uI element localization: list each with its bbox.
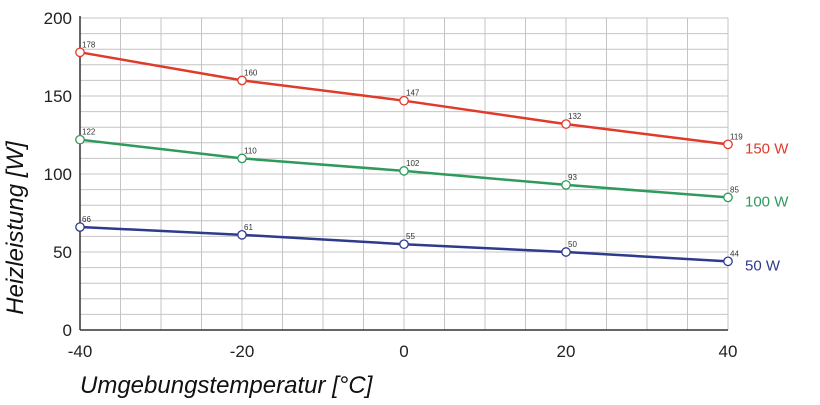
data-point (75, 47, 85, 58)
data-point (75, 134, 85, 145)
data-point (399, 239, 409, 250)
series: 66 61 55 50 44 50 W (75, 215, 781, 274)
tick-labels: -40 -20 0 20 40 0 50 100 150 200 (44, 9, 738, 361)
data-point (237, 229, 247, 240)
x-axis-title: Umgebungstemperatur [°C] (80, 372, 374, 399)
data-point (399, 166, 409, 176)
series: 122 110 102 93 85 100 W (75, 128, 789, 210)
y-tick-label: 50 (53, 243, 72, 262)
x-tick-label: -20 (230, 342, 255, 361)
series-label: 50 W (745, 257, 781, 274)
data-label: 44 (730, 249, 739, 258)
x-tick-label: -40 (68, 342, 93, 361)
data-point (237, 75, 247, 86)
y-tick-label: 200 (44, 9, 72, 28)
data-label: 147 (406, 89, 420, 98)
data-label: 66 (82, 215, 91, 224)
y-axis-title: Heizleistung [W] (2, 140, 29, 315)
data-point (723, 192, 733, 203)
data-label: 160 (244, 68, 258, 77)
x-tick-label: 40 (719, 342, 738, 361)
series-label: 100 W (745, 193, 789, 210)
data-label: 132 (568, 112, 582, 121)
data-point (75, 222, 85, 232)
series-label: 150 W (745, 140, 789, 157)
x-tick-label: 0 (399, 342, 408, 361)
data-point (561, 247, 571, 257)
y-tick-label: 100 (44, 165, 72, 184)
data-label: 119 (730, 132, 743, 141)
data-label: 61 (244, 223, 253, 232)
x-tick-label: 20 (557, 342, 576, 361)
y-tick-label: 0 (63, 321, 72, 340)
data-label: 102 (406, 159, 420, 168)
data-point (561, 119, 571, 129)
data-point (561, 180, 571, 190)
data-label: 122 (82, 128, 96, 137)
data-label: 178 (82, 40, 96, 49)
data-point (237, 153, 247, 164)
data-point (399, 95, 409, 106)
data-label: 55 (406, 232, 415, 241)
axes (79, 16, 728, 331)
data-point (723, 256, 733, 267)
data-point (723, 139, 733, 150)
data-label: 93 (568, 173, 577, 182)
y-tick-label: 150 (44, 87, 72, 106)
data-label: 50 (568, 240, 577, 249)
data-label: 85 (730, 185, 739, 194)
data-label: 110 (244, 146, 257, 155)
